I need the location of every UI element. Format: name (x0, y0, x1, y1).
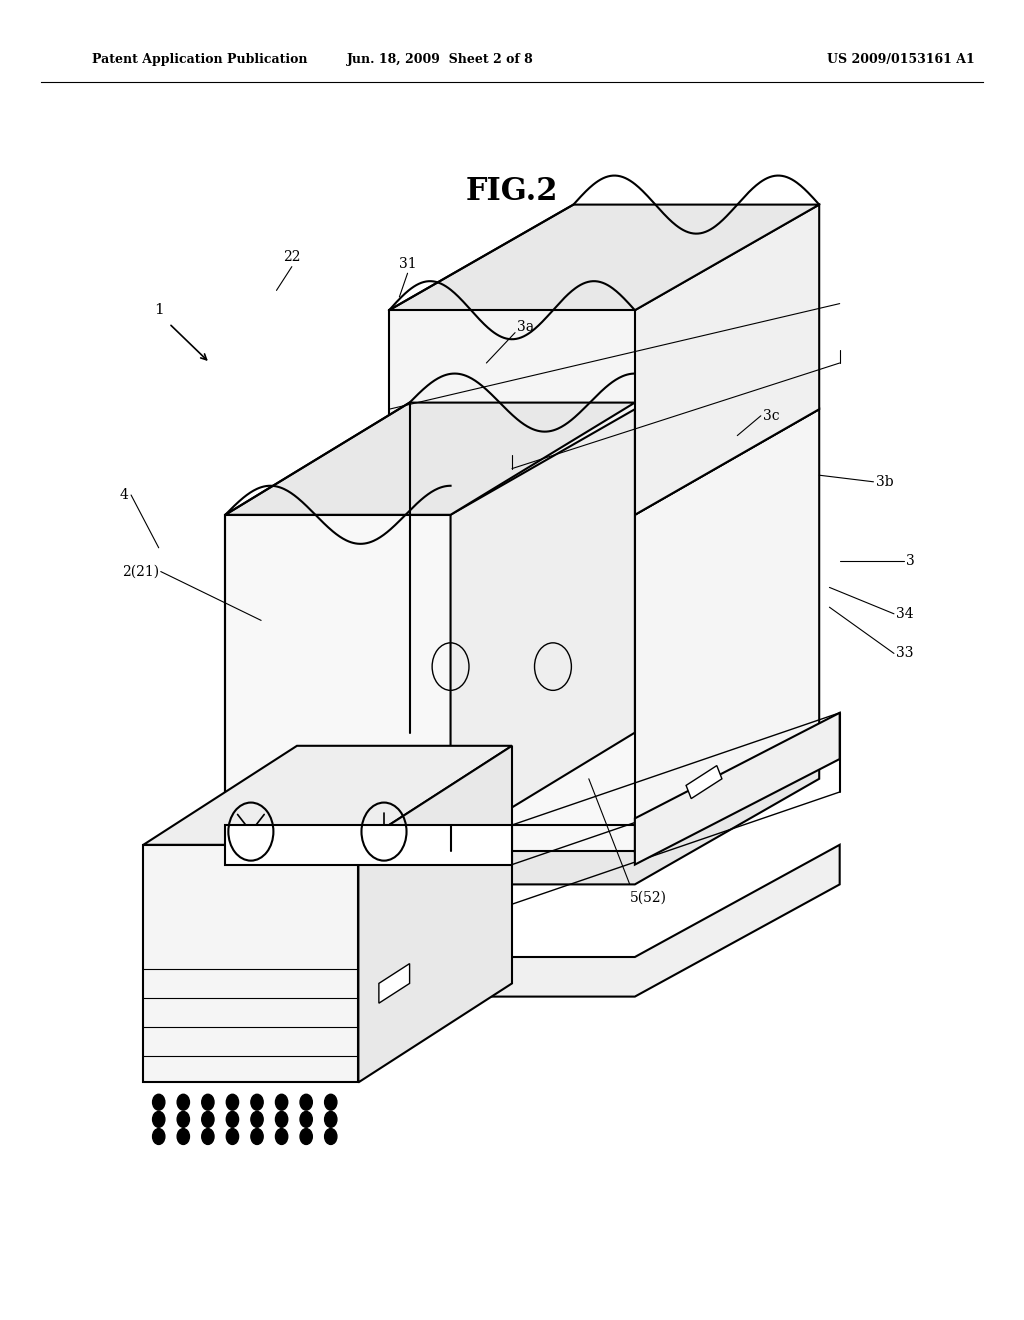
Circle shape (300, 1111, 312, 1127)
Circle shape (202, 1111, 214, 1127)
Polygon shape (389, 205, 819, 310)
Polygon shape (225, 403, 635, 515)
Text: 22: 22 (283, 251, 301, 264)
Text: 33: 33 (896, 647, 913, 660)
Circle shape (275, 1111, 288, 1127)
Polygon shape (379, 964, 410, 1003)
Polygon shape (143, 746, 512, 845)
Circle shape (300, 1094, 312, 1110)
Polygon shape (686, 766, 722, 799)
Circle shape (226, 1129, 239, 1144)
Circle shape (202, 1129, 214, 1144)
Polygon shape (635, 205, 819, 515)
Text: 2(21): 2(21) (122, 565, 159, 578)
Polygon shape (225, 515, 451, 845)
Polygon shape (143, 845, 358, 1082)
Circle shape (325, 1111, 337, 1127)
Text: 1: 1 (154, 304, 164, 317)
Text: 3a: 3a (517, 321, 535, 334)
Text: 31: 31 (398, 257, 417, 271)
Circle shape (153, 1129, 165, 1144)
Circle shape (153, 1111, 165, 1127)
Circle shape (153, 1094, 165, 1110)
Polygon shape (328, 515, 635, 851)
Text: Jun. 18, 2009  Sheet 2 of 8: Jun. 18, 2009 Sheet 2 of 8 (347, 53, 534, 66)
Circle shape (251, 1111, 263, 1127)
Circle shape (300, 1129, 312, 1144)
Polygon shape (635, 713, 840, 865)
Text: 4: 4 (119, 488, 128, 502)
Polygon shape (225, 825, 512, 865)
Text: 3: 3 (906, 554, 915, 568)
Text: 3b: 3b (876, 475, 893, 488)
Circle shape (275, 1129, 288, 1144)
Polygon shape (184, 845, 840, 997)
Text: FIG.2: FIG.2 (466, 176, 558, 207)
Text: 5(52): 5(52) (630, 891, 667, 904)
Polygon shape (225, 739, 819, 884)
Polygon shape (328, 409, 819, 515)
Polygon shape (358, 746, 512, 1082)
Circle shape (226, 1111, 239, 1127)
Polygon shape (635, 409, 819, 851)
Polygon shape (389, 310, 635, 515)
Circle shape (275, 1094, 288, 1110)
Circle shape (325, 1094, 337, 1110)
Circle shape (325, 1129, 337, 1144)
Circle shape (251, 1129, 263, 1144)
Circle shape (177, 1094, 189, 1110)
Circle shape (226, 1094, 239, 1110)
Text: 3c: 3c (763, 409, 779, 422)
Circle shape (177, 1129, 189, 1144)
Circle shape (251, 1094, 263, 1110)
Text: Patent Application Publication: Patent Application Publication (92, 53, 307, 66)
Text: US 2009/0153161 A1: US 2009/0153161 A1 (827, 53, 975, 66)
Circle shape (202, 1094, 214, 1110)
Polygon shape (451, 409, 635, 845)
Circle shape (177, 1111, 189, 1127)
Text: 34: 34 (896, 607, 913, 620)
